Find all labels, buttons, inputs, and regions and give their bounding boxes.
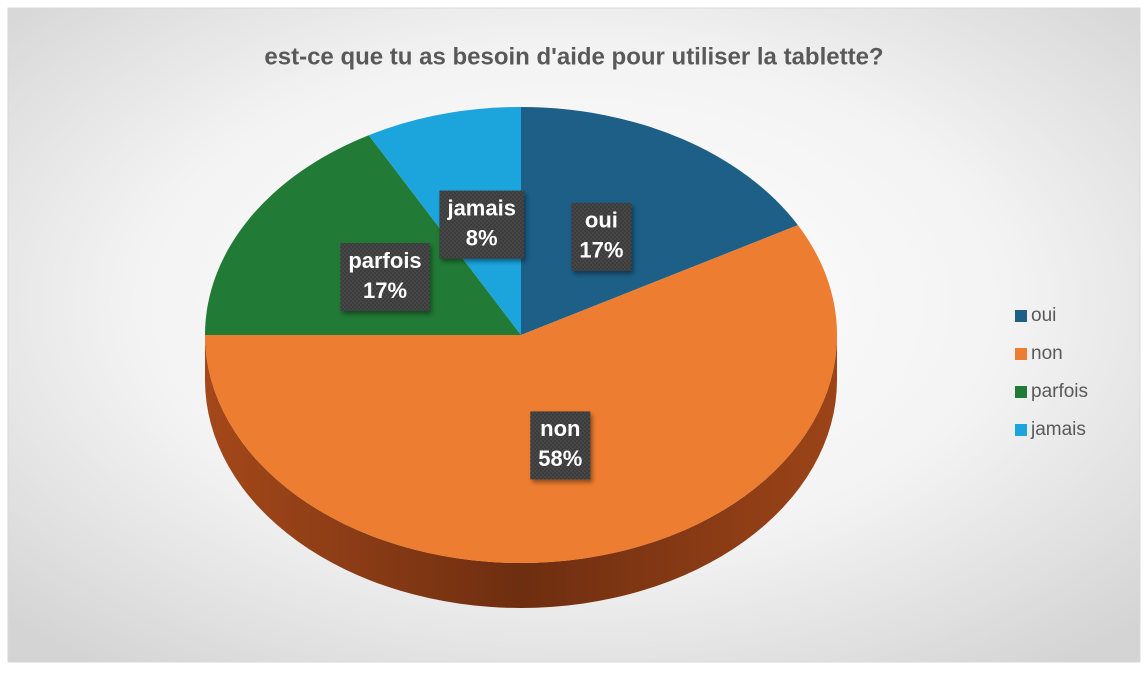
data-label-category: oui <box>585 208 618 233</box>
chart-title: est-ce que tu as besoin d'aide pour util… <box>264 43 883 70</box>
data-label: oui 17% <box>571 202 632 271</box>
data-label: non 58% <box>530 411 591 480</box>
legend-swatch <box>1015 424 1027 436</box>
data-label-category: jamais <box>446 195 516 220</box>
data-label-value: 17% <box>363 278 407 303</box>
legend-label: jamais <box>1030 419 1086 440</box>
data-label-category: parfois <box>348 248 421 273</box>
slice <box>205 225 837 563</box>
data-label-value: 17% <box>579 238 623 263</box>
data-label-box <box>571 202 632 271</box>
data-label-box <box>530 411 591 480</box>
slice-side <box>205 335 837 608</box>
legend-swatch <box>1015 310 1027 322</box>
slice <box>205 135 521 335</box>
slice <box>521 107 798 335</box>
data-label-box <box>439 190 524 259</box>
data-label: jamais 8% <box>439 190 524 259</box>
legend-label: oui <box>1031 305 1056 326</box>
data-label-value: 58% <box>538 446 582 471</box>
data-label-value: 8% <box>466 225 498 250</box>
data-label: parfois 17% <box>340 242 430 311</box>
data-label-box <box>340 242 430 311</box>
legend-swatch <box>1015 386 1027 398</box>
legend-swatch <box>1015 348 1027 360</box>
legend-label: non <box>1031 343 1063 364</box>
data-label-category: non <box>540 416 580 441</box>
legend-label: parfois <box>1031 381 1088 402</box>
